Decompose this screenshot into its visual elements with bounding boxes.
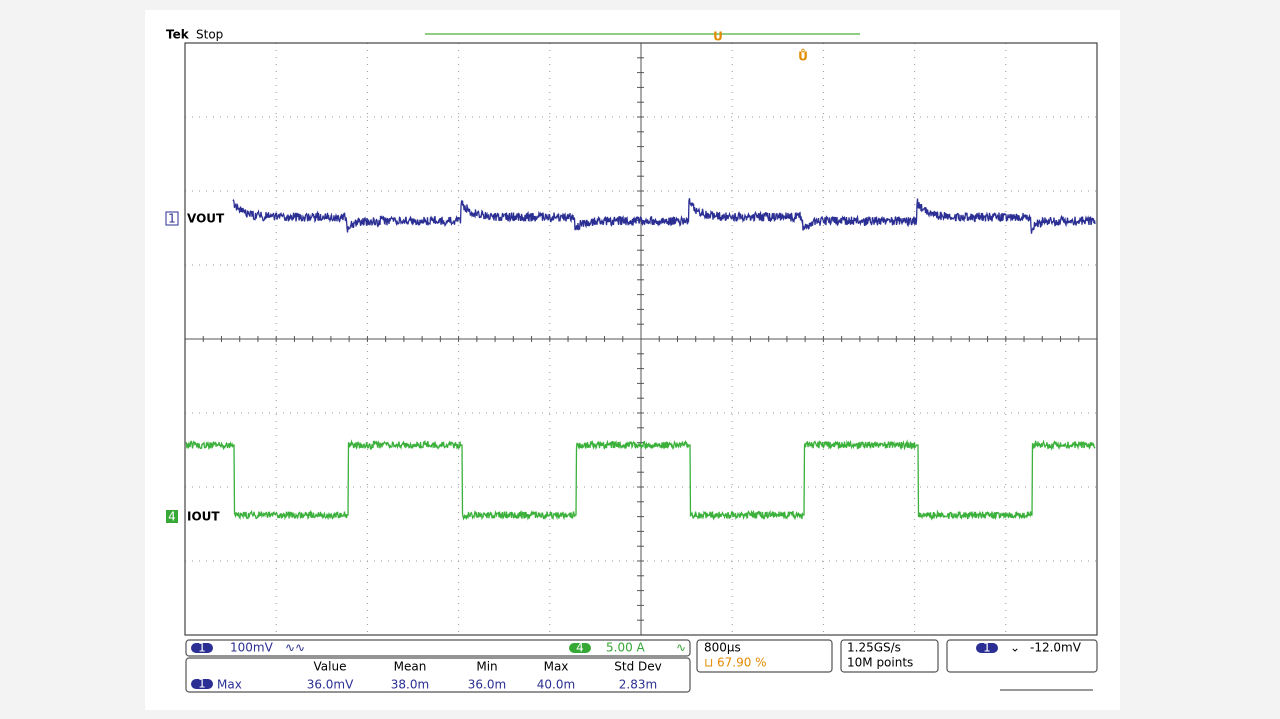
meas-column: Max <box>544 660 569 674</box>
meas-value: 36.0m <box>468 678 506 692</box>
ch4-scale: 5.00 A <box>606 641 646 655</box>
ch4-badge-number: 4 <box>576 641 584 655</box>
trig-badge-number: 1 <box>983 641 991 655</box>
brand: Tek <box>166 28 190 42</box>
trig-badge <box>976 643 998 653</box>
trigger-slope: ⌄ <box>1010 641 1020 655</box>
ch1-badge <box>191 643 213 653</box>
meas-badge-number: 1 <box>198 677 206 691</box>
meas-column: Min <box>476 660 497 674</box>
meas-column: Std Dev <box>614 660 661 674</box>
trigger-position: 67.90 % <box>717 656 767 670</box>
timebase-box <box>696 639 833 673</box>
timebase: 800µs <box>704 641 741 655</box>
trigger-icon: ⊔ <box>704 656 713 670</box>
acq-status: Stop <box>196 28 223 42</box>
meas-value: 38.0m <box>391 678 429 692</box>
ch1-scale: 100mV <box>230 641 274 655</box>
ch4-label: IOUT <box>187 510 220 524</box>
trigger-marker: Ů <box>798 49 808 64</box>
ch4-coupling: ∿ <box>676 641 686 655</box>
vout-trace <box>232 198 1096 234</box>
ch1-label: VOUT <box>187 212 225 226</box>
ch1-coupling: ∿∿ <box>285 641 305 655</box>
ch1-marker <box>165 211 179 226</box>
trigger-marker: U <box>713 30 723 44</box>
graticule-border <box>184 42 1098 636</box>
ch4-marker <box>166 510 178 523</box>
measurement-box <box>185 657 691 693</box>
screen-panel <box>145 10 1120 710</box>
trigger-level: -12.0mV <box>1030 641 1082 655</box>
meas-value: 2.83m <box>619 678 657 692</box>
meas-value: 40.0m <box>537 678 575 692</box>
meas-badge <box>191 679 213 689</box>
ch4-badge <box>569 643 591 653</box>
measurement-table: Value 36.0mV Mean 38.0m Min 36.0m Max 40.0m Std … <box>307 660 662 692</box>
acq-box <box>840 639 939 673</box>
ch4-number: 4 <box>168 510 176 524</box>
ch1-number: 1 <box>168 212 176 226</box>
iout-trace <box>185 439 1096 521</box>
record-length: 10M points <box>847 656 913 670</box>
meas-column: Value <box>314 660 347 674</box>
graticule <box>184 42 1098 636</box>
ch1-badge-number: 1 <box>198 641 206 655</box>
channel-box <box>185 639 691 657</box>
meas-name: Max <box>217 678 242 692</box>
sample-rate: 1.25GS/s <box>847 641 901 655</box>
meas-column: Mean <box>394 660 427 674</box>
meas-value: 36.0mV <box>307 678 354 692</box>
